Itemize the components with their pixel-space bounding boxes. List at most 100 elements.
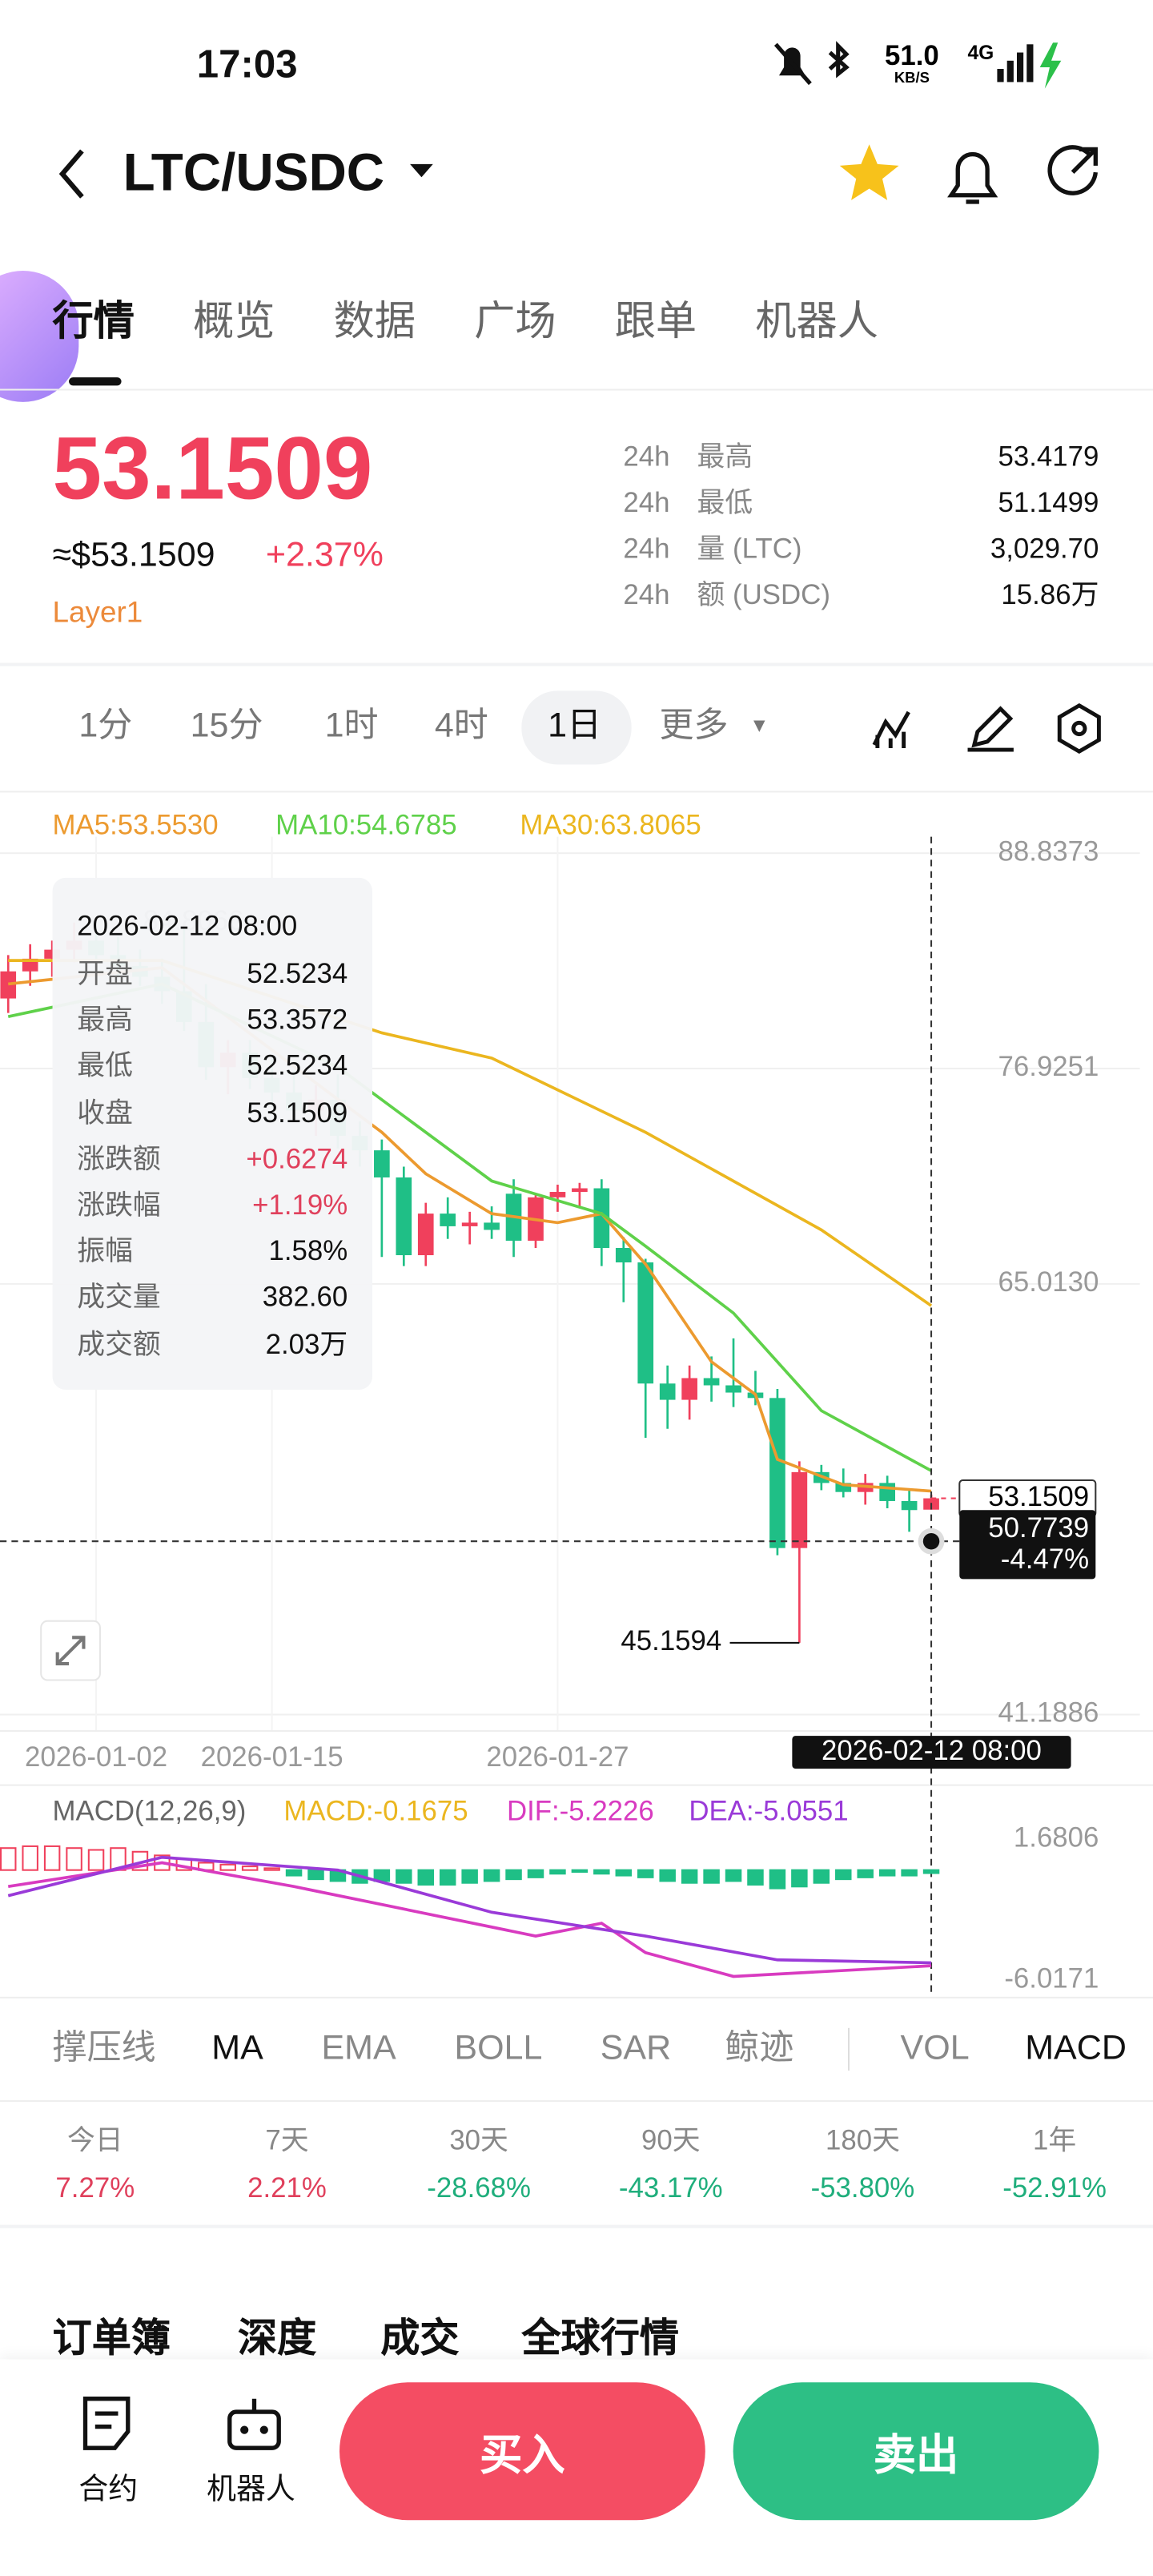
candle-body <box>417 1214 434 1256</box>
tooltip <box>52 877 372 1390</box>
y-tick-label: 88.8373 <box>998 835 1099 867</box>
macd-line <box>7 1855 932 1965</box>
tab[interactable]: 机器人 <box>755 298 878 345</box>
macd-bar <box>0 1847 17 1871</box>
bottom-icons <box>82 2397 281 2450</box>
indicator-tab[interactable]: MACD <box>1025 2029 1127 2067</box>
interval[interactable]: 更多 <box>659 706 729 745</box>
interval[interactable]: 1时 <box>324 706 379 745</box>
indicator-tab[interactable]: 撑压线 <box>52 2029 156 2067</box>
tooltip-value: +0.6274 <box>246 1143 348 1175</box>
candle-body <box>440 1214 456 1226</box>
tooltip-value: 1.58% <box>268 1235 348 1267</box>
candle-body <box>593 1188 610 1248</box>
crosshair-price-box <box>959 1510 1096 1580</box>
ma-legend: MA30:63.8065 <box>520 810 701 841</box>
macd-bar <box>22 1845 38 1871</box>
status-icons: 51.0 KB/S 4G <box>773 40 1062 89</box>
tab[interactable]: 数据 <box>333 298 416 345</box>
section-tab[interactable]: 成交 <box>380 2316 460 2361</box>
macd-line <box>7 1861 932 1978</box>
indicator-tab[interactable]: 鲸迹 <box>725 2029 794 2067</box>
pair-dropdown[interactable] <box>407 158 440 184</box>
period-change: 7.27% <box>55 2172 135 2204</box>
candle-body <box>0 971 17 999</box>
candle-body <box>901 1500 918 1511</box>
macd-bar <box>219 1863 236 1871</box>
change: +2.37% <box>265 536 384 574</box>
macd-bar <box>922 1869 940 1874</box>
candle-body <box>681 1378 697 1400</box>
macd-bar <box>417 1869 434 1886</box>
tab[interactable]: 行情 <box>52 298 135 345</box>
tag[interactable]: Layer1 <box>52 595 143 629</box>
candle-body <box>637 1262 654 1384</box>
last-price-label: 53.1509 <box>988 1481 1089 1512</box>
alert-icon[interactable] <box>947 151 998 204</box>
section-tab[interactable]: 全球行情 <box>521 2316 680 2361</box>
tooltip-label: 开盘 <box>77 958 133 990</box>
section-tab[interactable]: 深度 <box>238 2316 317 2361</box>
macd-bar <box>43 1845 61 1871</box>
candle-body <box>725 1385 741 1393</box>
ma-legend: MA10:54.6785 <box>275 810 456 841</box>
macd-bar <box>725 1869 742 1882</box>
back-icon[interactable] <box>49 144 98 203</box>
sell-button[interactable]: 卖出 <box>733 2382 1099 2521</box>
indicator-tab[interactable]: SAR <box>600 2029 672 2067</box>
share-icon[interactable] <box>1047 145 1098 195</box>
macd-bar <box>835 1869 852 1881</box>
usd-price: ≈$53.1509 <box>52 536 215 574</box>
section-tab[interactable]: 订单簿 <box>52 2316 171 2361</box>
robot-button[interactable]: 机器人 <box>207 2472 295 2506</box>
period-label: 1年 <box>1032 2124 1077 2156</box>
indicator-tab[interactable]: VOL <box>900 2029 970 2067</box>
candle-body <box>484 1222 500 1230</box>
indicator-tab[interactable]: EMA <box>321 2029 396 2067</box>
macd-bar <box>747 1869 764 1886</box>
tooltip-value: 52.5234 <box>247 958 348 990</box>
buy-button[interactable]: 买入 <box>339 2382 705 2521</box>
net-unit: KB/S <box>894 69 930 86</box>
tooltip-value: 52.5234 <box>247 1050 348 1082</box>
expand-icon[interactable] <box>39 1620 102 1682</box>
indicator-tab[interactable]: BOLL <box>454 2029 543 2067</box>
macd-bar <box>615 1869 633 1877</box>
ma-legend: MA5:53.5530 <box>53 810 219 841</box>
macd-bar <box>571 1869 589 1873</box>
contract-button[interactable]: 合约 <box>78 2472 139 2506</box>
divider <box>0 791 1153 793</box>
period-change: -28.68% <box>427 2172 531 2204</box>
macd-title: MACD(12,26,9) <box>53 1796 247 1827</box>
stat-period: 24h <box>623 579 670 610</box>
pair[interactable]: LTC/USDC <box>123 143 385 202</box>
tab[interactable]: 跟单 <box>614 298 697 345</box>
macd-bar <box>307 1869 324 1881</box>
low-annotation: 45.1594 <box>621 1625 721 1656</box>
stat-label: 最低 <box>697 487 753 519</box>
macd-bar <box>637 1869 654 1878</box>
interval[interactable]: 1分 <box>78 706 133 745</box>
tab[interactable]: 概览 <box>193 298 275 345</box>
tooltip-label: 成交额 <box>77 1328 161 1360</box>
macd-bar <box>241 1866 259 1871</box>
candle-body <box>703 1378 720 1386</box>
macd-legend: DIF:-5.2226 <box>507 1796 654 1827</box>
separator <box>848 2027 850 2071</box>
interval[interactable]: 4时 <box>434 706 488 745</box>
stat-value: 51.1499 <box>998 487 1099 519</box>
interval[interactable]: 1日 <box>548 706 602 745</box>
tab[interactable]: 广场 <box>474 298 556 345</box>
x-tick-label: 2026-01-02 <box>25 1741 167 1773</box>
floating-assistant[interactable] <box>0 270 79 402</box>
indicator-tab[interactable]: MA <box>211 2029 263 2067</box>
macd-bar <box>857 1869 874 1878</box>
interval[interactable]: 15分 <box>190 706 263 745</box>
tab-underline <box>69 377 122 386</box>
divider <box>0 662 1153 666</box>
macd-bar <box>769 1869 786 1890</box>
macd-bar <box>527 1869 544 1878</box>
favorite-icon[interactable] <box>839 144 899 200</box>
stat-period: 24h <box>623 441 670 473</box>
